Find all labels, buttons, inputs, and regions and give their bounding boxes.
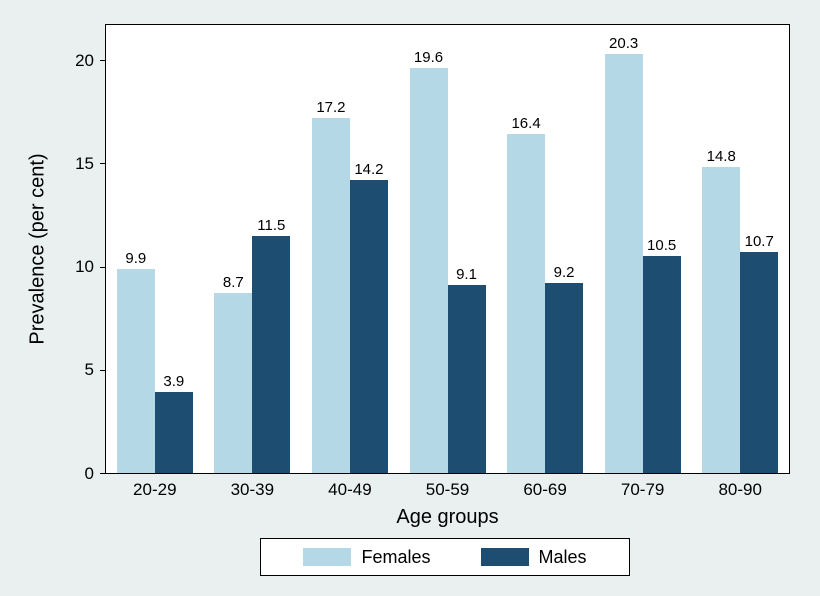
bar-value-label: 17.2 [316,99,345,116]
y-tick-mark [100,370,105,371]
bar-value-label: 10.5 [647,237,676,254]
legend-swatch [303,548,351,566]
bar-females [507,134,545,473]
bar-value-label: 16.4 [511,115,540,132]
y-tick-mark [100,60,105,61]
bar-females [605,54,643,473]
bar-value-label: 3.9 [163,373,184,390]
bar-females [312,118,350,473]
legend: Females Males [260,538,630,576]
bar-males [252,236,290,473]
x-tick-label: 80-90 [718,480,761,500]
x-tick-label: 70-79 [621,480,664,500]
bar-value-label: 14.8 [707,148,736,165]
bar-males [448,285,486,473]
x-tick-label: 30-39 [231,480,274,500]
bar-value-label: 20.3 [609,35,638,52]
bar-males [155,392,193,473]
y-tick-mark [100,163,105,164]
bar-value-label: 9.2 [554,264,575,281]
bar-males [350,180,388,473]
y-tick-mark [100,473,105,474]
y-tick-label: 5 [85,360,94,380]
bar-value-label: 19.6 [414,49,443,66]
y-tick-label: 10 [75,257,94,277]
y-tick-label: 0 [85,464,94,484]
x-tick-label: 40-49 [328,480,371,500]
bar-females [214,293,252,473]
x-tick-label: 20-29 [133,480,176,500]
legend-swatch [481,548,529,566]
bar-males [643,256,681,473]
bar-value-label: 14.2 [354,161,383,178]
bar-females [702,167,740,473]
bar-males [740,252,778,473]
x-tick-label: 50-59 [426,480,469,500]
legend-label: Males [539,547,587,568]
chart-container: Prevalence (per cent) Age groups Females… [0,0,820,596]
bar-females [410,68,448,473]
bar-males [545,283,583,473]
y-tick-mark [100,267,105,268]
legend-label: Females [361,547,430,568]
bar-value-label: 10.7 [745,233,774,250]
x-axis-title: Age groups [396,506,498,529]
legend-item-males: Males [481,547,587,568]
bar-females [117,269,155,473]
bar-value-label: 9.1 [456,266,477,283]
bar-value-label: 9.9 [125,250,146,267]
bar-value-label: 11.5 [257,217,285,234]
y-tick-label: 20 [75,51,94,71]
x-tick-label: 60-69 [523,480,566,500]
plot-area [105,24,790,474]
y-axis-title: Prevalence (per cent) [27,153,50,344]
y-tick-label: 15 [75,154,94,174]
bar-value-label: 8.7 [223,274,244,291]
legend-item-females: Females [303,547,430,568]
